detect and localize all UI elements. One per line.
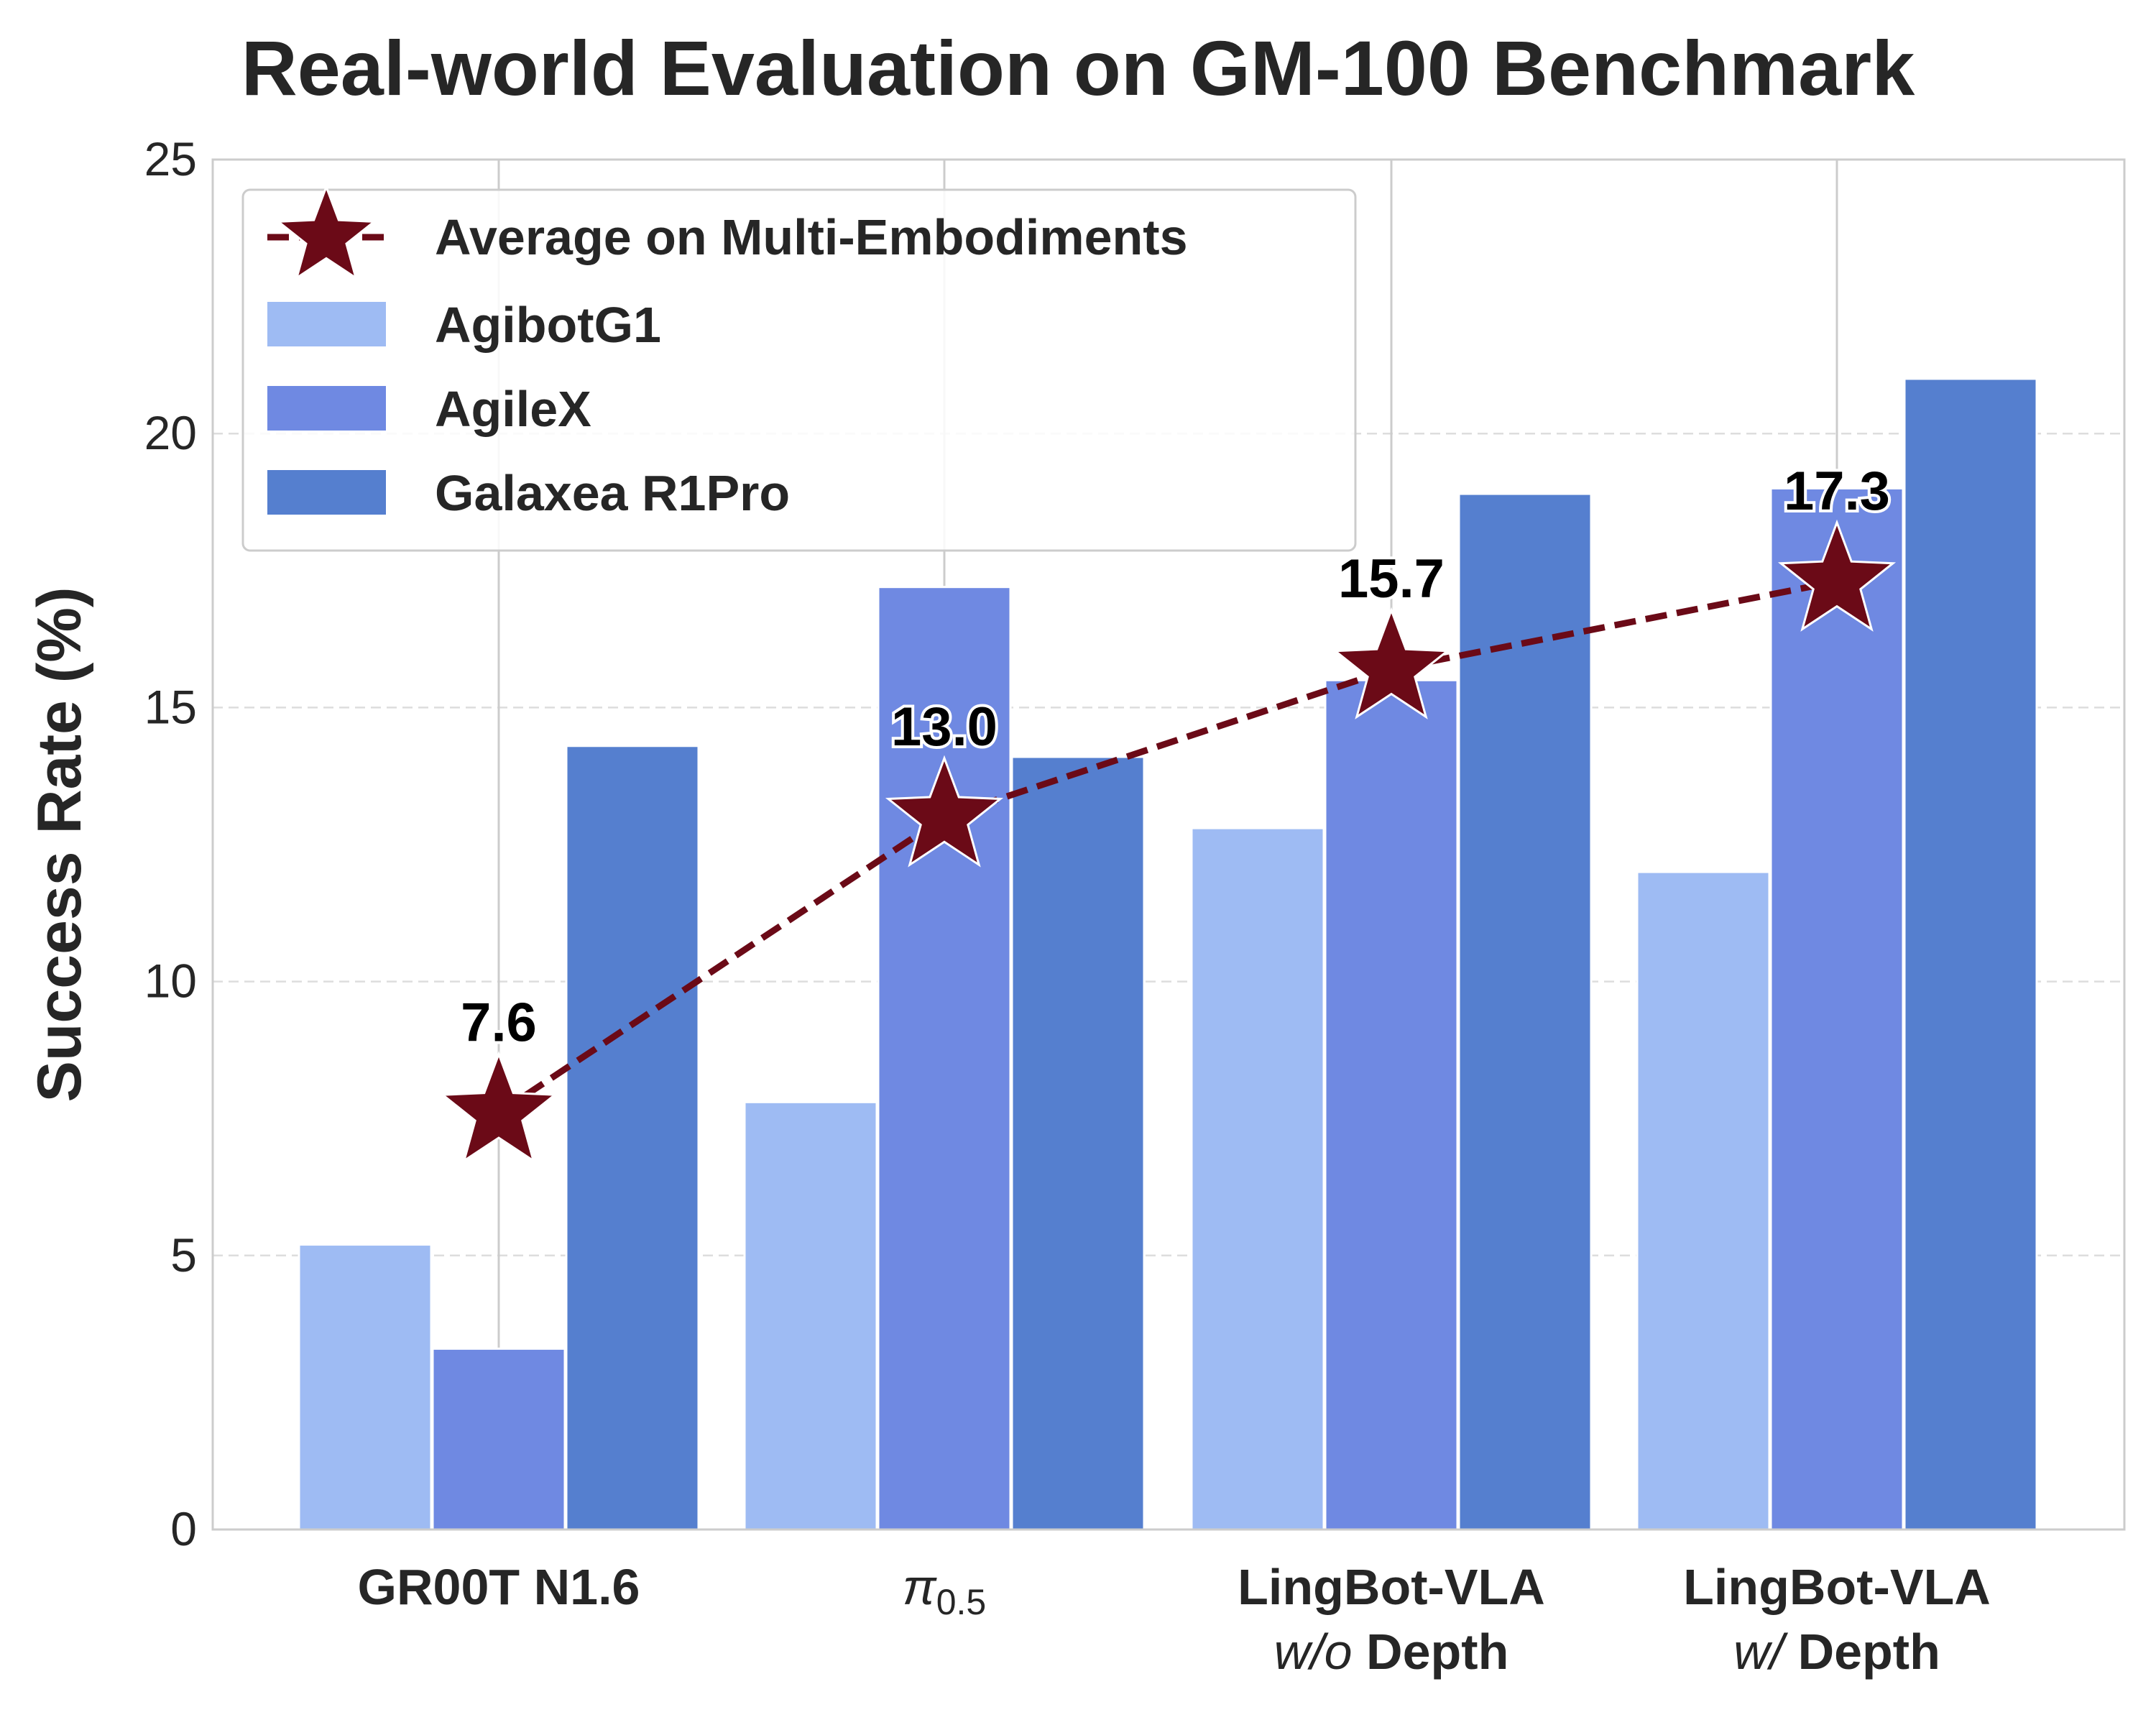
x-tick-label-italic-part: w/ — [1733, 1624, 1797, 1680]
x-tick-label-line2: w/ Depth — [1733, 1624, 1940, 1680]
bar-agibotg1 — [1636, 870, 1771, 1531]
average-star-marker — [885, 755, 1004, 868]
legend-label: Galaxea R1Pro — [435, 465, 790, 521]
bar-galaxea-r1pro — [1457, 492, 1593, 1531]
y-tick-label: 5 — [170, 1228, 197, 1282]
average-star-marker — [1332, 607, 1451, 719]
x-tick-label: π0.5 — [903, 1559, 986, 1622]
bar-agilex — [1769, 487, 1904, 1531]
legend-label: AgileX — [435, 381, 591, 437]
legend-box — [241, 188, 1357, 552]
average-data-label: 15.7 — [1338, 548, 1445, 610]
bar-agilex — [1324, 678, 1459, 1531]
y-tick-label: 15 — [144, 680, 197, 733]
average-star-marker — [439, 1051, 558, 1164]
average-line — [497, 578, 1838, 1116]
plot-frame — [211, 158, 2126, 1531]
y-tick-label: 20 — [144, 406, 197, 459]
legend-label: AgibotG1 — [435, 297, 661, 353]
bar-agilex — [877, 586, 1012, 1531]
chart-title: Real-world Evaluation on GM-100 Benchmar… — [241, 24, 1915, 111]
bar-agibotg1 — [743, 1100, 878, 1531]
legend-swatch — [267, 386, 386, 431]
legend-label: Average on Multi-Embodiments — [435, 209, 1188, 265]
bars — [298, 377, 2038, 1531]
bar-galaxea-r1pro — [565, 745, 700, 1531]
x-tick-label-italic-part: w/o — [1274, 1624, 1366, 1680]
legend-swatch — [267, 302, 386, 346]
legend-swatch — [267, 470, 386, 515]
x-tick-label-line2: w/o Depth — [1274, 1624, 1509, 1680]
y-tick-label: 0 — [170, 1502, 197, 1555]
axes: 0 5 10 15 20 25 GR00T N1.6 π0.5 LingBot-VLA w/o D… — [144, 132, 2126, 1680]
y-axis-label: Success Rate (%) — [25, 587, 94, 1103]
y-tick-label: 10 — [144, 954, 197, 1008]
bar-agilex — [431, 1347, 566, 1531]
legend-star-icon — [275, 183, 377, 281]
bar-galaxea-r1pro — [1903, 377, 2038, 1531]
average-star-marker — [1777, 519, 1897, 632]
average-data-label: 17.3 — [1784, 461, 1890, 522]
average-data-label: 13.0 — [891, 696, 998, 758]
bar-galaxea-r1pro — [1010, 755, 1146, 1531]
x-tick-label: LingBot-VLA — [1238, 1559, 1545, 1615]
average-series: 7.6 13.0 15.7 17.3 — [439, 458, 1897, 1164]
legend: Average on Multi-Embodiments AgibotG1 Agil… — [241, 183, 1357, 552]
bar-agibotg1 — [1190, 827, 1325, 1531]
x-tick-label: LingBot-VLA — [1683, 1559, 1991, 1615]
y-tick-label: 25 — [144, 132, 197, 185]
average-data-label: 7.6 — [461, 993, 537, 1054]
x-tick-label-subscript: 0.5 — [936, 1582, 987, 1622]
bar-agibotg1 — [298, 1243, 433, 1531]
x-tick-label: GR00T N1.6 — [358, 1559, 640, 1615]
